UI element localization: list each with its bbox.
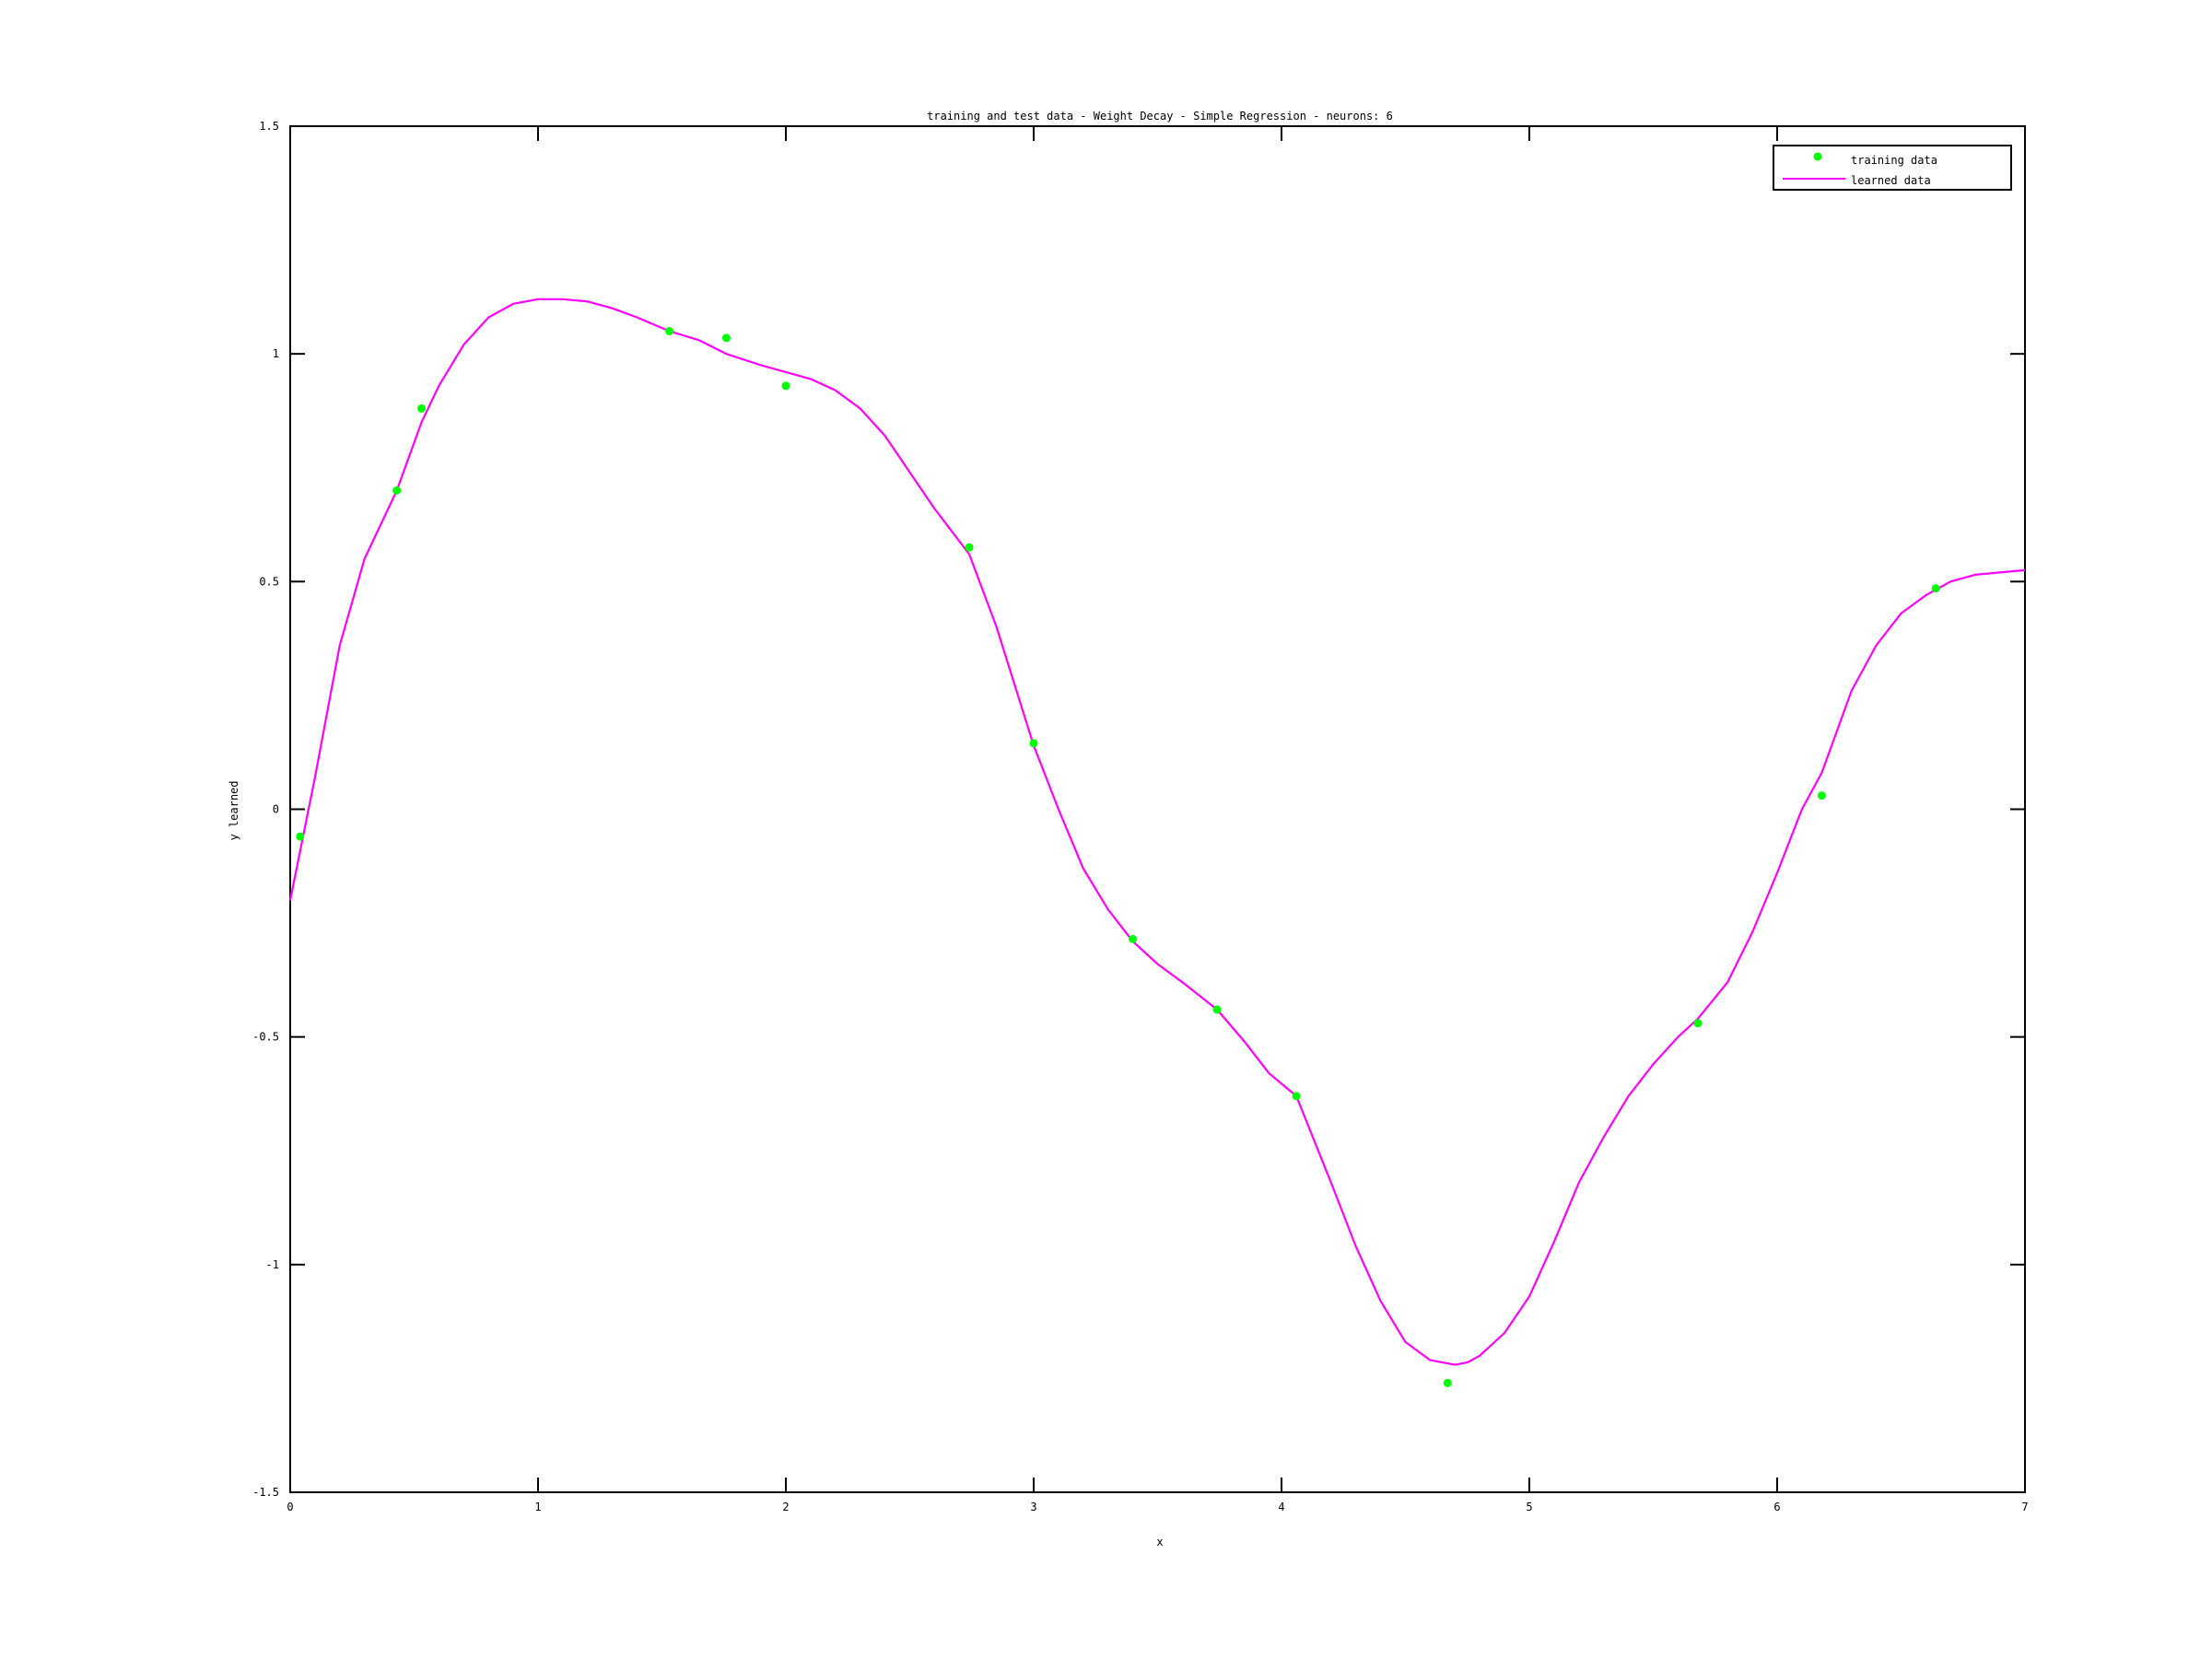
y-tick-label: 0 — [273, 803, 279, 816]
y-tick-label: 1.5 — [259, 120, 279, 133]
x-tick-label: 3 — [1030, 1501, 1036, 1513]
x-axis-ticks: 0 1 2 3 4 5 6 7 — [287, 126, 2029, 1513]
training-data-point — [965, 543, 974, 552]
learned-data-line — [288, 298, 2026, 1366]
training-data-point — [665, 326, 674, 335]
training-data-series — [296, 326, 1940, 1387]
training-data-point — [721, 333, 731, 343]
training-data-point — [1029, 739, 1038, 748]
x-tick-label: 2 — [782, 1501, 789, 1513]
legend-box — [1773, 145, 2012, 191]
y-axis-ticks: 1.5 1 0.5 0 -0.5 -1 -1.5 — [252, 120, 2025, 1499]
training-data-point — [1292, 1092, 1301, 1101]
training-data-point — [1443, 1378, 1452, 1387]
y-tick-label: -1 — [266, 1258, 279, 1271]
legend-training-label: training data — [1851, 154, 1937, 167]
legend-training-marker — [1813, 152, 1822, 161]
x-tick-label: 0 — [287, 1501, 293, 1513]
y-tick-label: -0.5 — [252, 1031, 279, 1044]
y-tick-label: -1.5 — [252, 1486, 279, 1499]
learned-data-series — [288, 298, 2026, 1366]
y-tick-label: 0.5 — [259, 575, 279, 588]
x-tick-label: 5 — [1526, 1501, 1532, 1513]
training-data-point — [1693, 1019, 1703, 1028]
chart-title: training and test data - Weight Decay - … — [927, 110, 1393, 123]
legend: training data learned data — [1773, 145, 2012, 191]
training-data-point — [1931, 584, 1940, 593]
training-data-point — [296, 832, 305, 841]
training-data-point — [417, 403, 427, 413]
training-data-point — [1129, 934, 1138, 943]
training-data-point — [1817, 791, 1826, 800]
x-axis-label: x — [1156, 1536, 1163, 1548]
training-data-point — [1212, 1005, 1222, 1014]
y-axis-label: y learned — [228, 780, 240, 840]
x-tick-label: 1 — [534, 1501, 541, 1513]
legend-learned-label: learned data — [1851, 174, 1931, 187]
x-tick-label: 7 — [2021, 1501, 2028, 1513]
x-tick-label: 4 — [1278, 1501, 1284, 1513]
x-tick-label: 6 — [1773, 1501, 1780, 1513]
training-data-point — [392, 485, 402, 495]
training-data-point — [781, 381, 790, 391]
y-tick-label: 1 — [273, 347, 279, 360]
